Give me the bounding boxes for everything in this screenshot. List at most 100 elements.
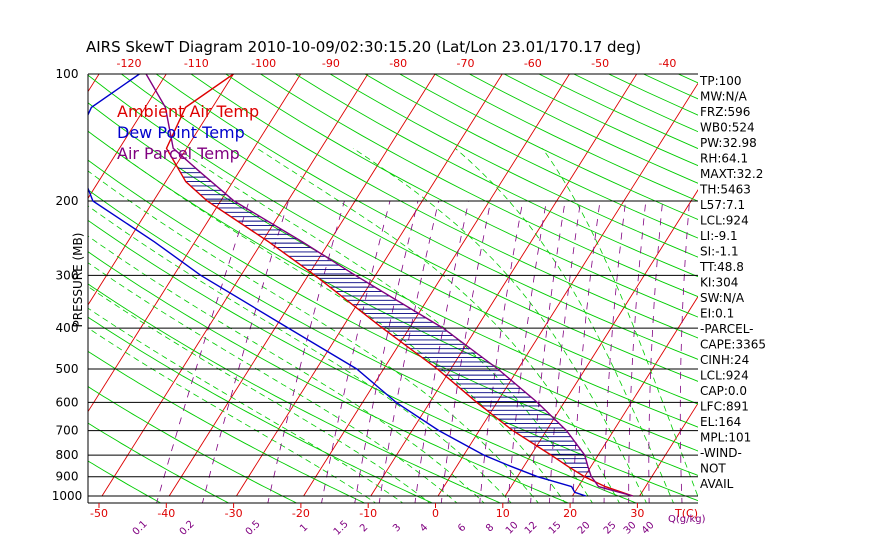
isotherm-line xyxy=(88,74,302,413)
dry-adiabat-line xyxy=(88,386,298,503)
mixing-ratio-label: 4 xyxy=(418,522,430,534)
bottom-temp-label: -30 xyxy=(225,507,243,520)
mixing-ratio-line xyxy=(603,200,626,503)
top-temp-label: -60 xyxy=(524,57,542,70)
legend: Ambient Air Temp Dew Point Temp Air Parcel… xyxy=(117,102,259,163)
mixing-ratio-label: 6 xyxy=(456,522,468,534)
parameter-item: SI:-1.1 xyxy=(700,245,739,259)
pressure-tick-label: 800 xyxy=(56,448,79,462)
isotherm-line xyxy=(774,33,870,496)
dry-adiabat-line xyxy=(88,251,570,503)
mixing-ratio-label: 25 xyxy=(602,520,619,537)
dry-adiabat-line xyxy=(538,74,698,150)
mixing-ratio-label: 2 xyxy=(358,522,370,534)
cape-hatching xyxy=(178,167,595,482)
mixing-ratio-label: 0.2 xyxy=(178,519,197,538)
mixing-ratio-label: 20 xyxy=(576,520,593,537)
mixing-ratio-line xyxy=(321,200,391,503)
dry-adiabat-line xyxy=(88,350,366,503)
mixing-ratio-label: 15 xyxy=(547,520,564,537)
top-temp-label: -80 xyxy=(389,57,407,70)
mixing-ratio-label: 3 xyxy=(391,522,403,534)
top-temp-label: -50 xyxy=(591,57,609,70)
dry-adiabat-line xyxy=(607,74,698,116)
dry-adiabat-line xyxy=(88,283,502,503)
mixing-ratio-label: 1 xyxy=(298,522,310,534)
dry-adiabat-line xyxy=(120,74,698,382)
dry-adiabat-line xyxy=(88,159,698,476)
parameter-item: WB0:524 xyxy=(700,121,755,135)
dry-adiabat-line xyxy=(433,74,698,202)
dry-adiabat-line xyxy=(259,74,698,298)
bottom-temp-label: -10 xyxy=(359,507,377,520)
dry-adiabat-line xyxy=(225,74,698,318)
isotherm-line xyxy=(841,33,870,496)
bottom-temp-label: 0 xyxy=(432,507,439,520)
dry-adiabat-line xyxy=(88,189,698,502)
isotherm-line xyxy=(236,74,503,497)
isotherm-line xyxy=(437,82,698,497)
parameter-item: PW:32.98 xyxy=(700,136,757,150)
isotherm-line xyxy=(639,402,698,497)
moist-adiabat-line xyxy=(88,286,431,503)
parameter-item: KI:304 xyxy=(700,276,738,290)
mixing-ratio-label: 30 xyxy=(622,520,639,537)
mixing-ratio-line xyxy=(202,200,289,503)
parameter-item: -WIND- xyxy=(700,446,742,460)
y-axis-title: PRESSURE (MB) xyxy=(71,233,85,328)
mixing-ratio-label: 12 xyxy=(523,520,540,537)
mixing-ratio-line xyxy=(549,200,581,503)
mixing-ratio-label: 8 xyxy=(484,522,496,534)
dry-adiabat-line xyxy=(88,130,698,452)
mixing-ratio-label: 40 xyxy=(640,520,657,537)
axes xyxy=(87,73,698,508)
parameter-item: MPL:101 xyxy=(700,431,751,445)
parameter-item: TP:100 xyxy=(699,74,742,88)
dry-adiabat-line xyxy=(294,74,698,278)
parameter-item: L57:7.1 xyxy=(700,198,745,212)
pressure-tick-label: 1000 xyxy=(52,489,83,503)
isotherm-line xyxy=(168,74,436,497)
parameter-item: AVAIL xyxy=(700,477,734,491)
top-temp-label: -40 xyxy=(658,57,676,70)
parameter-item: EL:164 xyxy=(700,415,741,429)
pressure-tick-label: 600 xyxy=(56,395,79,409)
pressure-tick-label: 300 xyxy=(56,268,79,282)
x-axis-unit-label: T(C) xyxy=(674,507,698,520)
pressure-tick-label: 400 xyxy=(56,321,79,335)
isotherm-line xyxy=(303,74,570,497)
dry-adiabat-line xyxy=(88,422,230,503)
parameter-item: LCL:924 xyxy=(700,214,749,228)
moist-adiabat-line xyxy=(111,147,566,503)
bottom-temp-label: -20 xyxy=(292,507,310,520)
dew-point-temp-curve xyxy=(88,74,587,497)
dry-adiabat-line xyxy=(88,74,698,405)
parameter-item: MW:N/A xyxy=(700,90,748,104)
isotherm-line xyxy=(572,295,698,497)
pressure-tick-label: 900 xyxy=(56,470,79,484)
dry-adiabat-line xyxy=(329,74,698,258)
parameter-item: CAP:0.0 xyxy=(700,384,747,398)
mixing-ratio-label: 10 xyxy=(504,520,521,537)
legend-entry: Ambient Air Temp xyxy=(117,102,259,121)
parameter-item: RH:64.1 xyxy=(700,152,748,166)
isotherm-line xyxy=(0,33,58,496)
legend-entry: Dew Point Temp xyxy=(117,123,245,142)
parameter-item: TT:48.8 xyxy=(699,260,744,274)
isotherm-line xyxy=(88,74,234,306)
top-temp-label: -120 xyxy=(117,57,142,70)
pressure-tick-label: 100 xyxy=(56,67,79,81)
dry-adiabat-line xyxy=(364,74,698,239)
bottom-temp-label: 20 xyxy=(563,507,577,520)
dry-adiabat-line xyxy=(88,316,434,503)
mixing-ratio-line xyxy=(267,200,345,503)
sounding-curves xyxy=(88,74,634,497)
dry-adiabat-line xyxy=(88,219,638,503)
parameter-item: LCL:924 xyxy=(700,369,749,383)
ambient-air-temp-curve xyxy=(165,74,634,497)
bottom-temp-label: -40 xyxy=(157,507,175,520)
pressure-tick-label: 700 xyxy=(56,424,79,438)
mixing-ratio-line xyxy=(156,200,250,503)
